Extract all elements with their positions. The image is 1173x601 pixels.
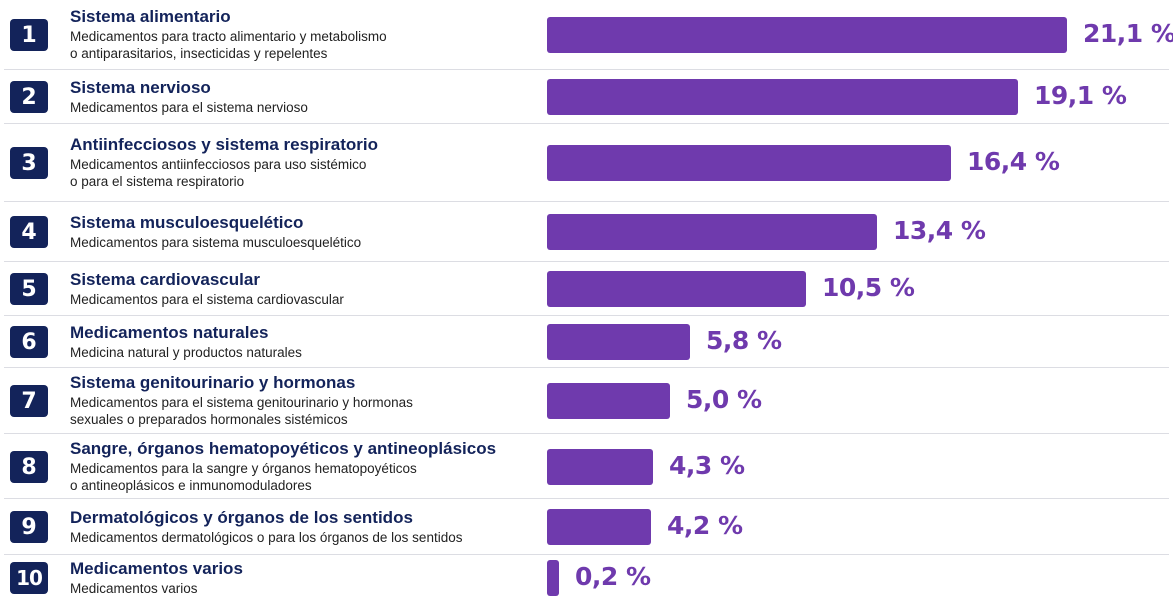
description-line: Medicamentos antiinfecciosos para uso si…	[70, 157, 367, 172]
category-row: 2 Sistema nervioso Medicamentos para el si…	[4, 70, 1169, 124]
rank-badge: 8	[10, 451, 48, 483]
category-row: 3 Antiinfecciosos y sistema respiratorio M…	[4, 124, 1169, 202]
category-description: Medicamentos dermatológicos o para los ó…	[70, 529, 462, 546]
description-line: o para el sistema respiratorio	[70, 174, 245, 189]
category-description: Medicamentos para tracto alimentario y m…	[70, 28, 387, 62]
category-row: 8 Sangre, órganos hematopoyéticos y antin…	[4, 434, 1169, 499]
bar	[547, 383, 670, 419]
description-line: Medicamentos para la sangre y órganos he…	[70, 461, 417, 476]
category-description: Medicamentos antiinfecciosos para uso si…	[70, 156, 366, 190]
category-description: Medicamentos para el sistema genitourina…	[70, 394, 413, 428]
description-line: Medicamentos para sistema musculoesquelé…	[70, 235, 362, 250]
category-row: 1 Sistema alimentario Medicamentos para tr…	[4, 0, 1173, 70]
category-title: Sistema alimentario	[70, 7, 231, 26]
rank-badge: 1	[10, 19, 48, 51]
category-title: Sistema nervioso	[70, 78, 211, 97]
bar	[547, 79, 1018, 115]
category-row: 4 Sistema musculoesquelético Medicamentos …	[4, 202, 1169, 262]
value-label: 4,2 %	[667, 511, 743, 540]
description-line: Medicamentos para el sistema cardiovascu…	[70, 292, 344, 307]
category-description: Medicamentos para la sangre y órganos he…	[70, 460, 417, 494]
description-line: o antiparasitarios, insecticidas y repel…	[70, 46, 328, 61]
value-label: 10,5 %	[822, 273, 915, 302]
value-label: 0,2 %	[575, 562, 651, 591]
value-label: 16,4 %	[967, 147, 1060, 176]
category-title: Medicamentos varios	[70, 559, 243, 578]
value-label: 19,1 %	[1034, 81, 1127, 110]
category-description: Medicamentos varios	[70, 580, 198, 597]
category-title: Sistema genitourinario y hormonas	[70, 373, 356, 392]
category-title: Antiinfecciosos y sistema respiratorio	[70, 135, 378, 154]
bar	[547, 214, 877, 250]
category-title: Dermatológicos y órganos de los sentidos	[70, 508, 413, 527]
category-description: Medicina natural y productos naturales	[70, 344, 302, 361]
description-line: Medicamentos para el sistema nervioso	[70, 100, 308, 115]
category-row: 10 Medicamentos varios Medicamentos varios…	[4, 555, 1169, 601]
rank-badge: 6	[10, 326, 48, 358]
rank-badge: 10	[10, 562, 48, 594]
category-description: Medicamentos para sistema musculoesquelé…	[70, 234, 361, 251]
bar	[547, 145, 951, 181]
description-line: Medicina natural y productos naturales	[70, 345, 302, 360]
category-title: Sistema musculoesquelético	[70, 213, 304, 232]
rank-badge: 2	[10, 81, 48, 113]
category-description: Medicamentos para el sistema nervioso	[70, 99, 308, 116]
description-line: Medicamentos varios	[70, 581, 198, 596]
value-label: 21,1 %	[1083, 19, 1173, 48]
rank-badge: 7	[10, 385, 48, 417]
category-title: Medicamentos naturales	[70, 323, 269, 342]
bar	[547, 271, 806, 307]
category-row: 7 Sistema genitourinario y hormonas Medica…	[4, 368, 1169, 434]
category-row: 6 Medicamentos naturales Medicina natural …	[4, 316, 1169, 368]
value-label: 4,3 %	[669, 451, 745, 480]
category-title: Sangre, órganos hematopoyéticos y antine…	[70, 439, 497, 458]
bar	[547, 509, 651, 545]
description-line: Medicamentos dermatológicos o para los ó…	[70, 530, 463, 545]
bar	[547, 17, 1067, 53]
category-row: 9 Dermatológicos y órganos de los sentido…	[4, 499, 1169, 555]
category-description: Medicamentos para el sistema cardiovascu…	[70, 291, 344, 308]
description-line: Medicamentos para el sistema genitourina…	[70, 395, 413, 410]
description-line: o antineoplásicos e inmunomoduladores	[70, 478, 312, 493]
rank-badge: 3	[10, 147, 48, 179]
description-line: Medicamentos para tracto alimentario y m…	[70, 29, 387, 44]
description-line: sexuales o preparados hormonales sistémi…	[70, 412, 348, 427]
category-row: 5 Sistema cardiovascular Medicamentos para…	[4, 262, 1169, 316]
bar	[547, 449, 653, 485]
bar	[547, 560, 559, 596]
value-label: 5,8 %	[706, 326, 782, 355]
bar	[547, 324, 690, 360]
value-label: 5,0 %	[686, 385, 762, 414]
rank-badge: 5	[10, 273, 48, 305]
value-label: 13,4 %	[893, 216, 986, 245]
rank-badge: 9	[10, 511, 48, 543]
category-title: Sistema cardiovascular	[70, 270, 260, 289]
rank-badge: 4	[10, 216, 48, 248]
